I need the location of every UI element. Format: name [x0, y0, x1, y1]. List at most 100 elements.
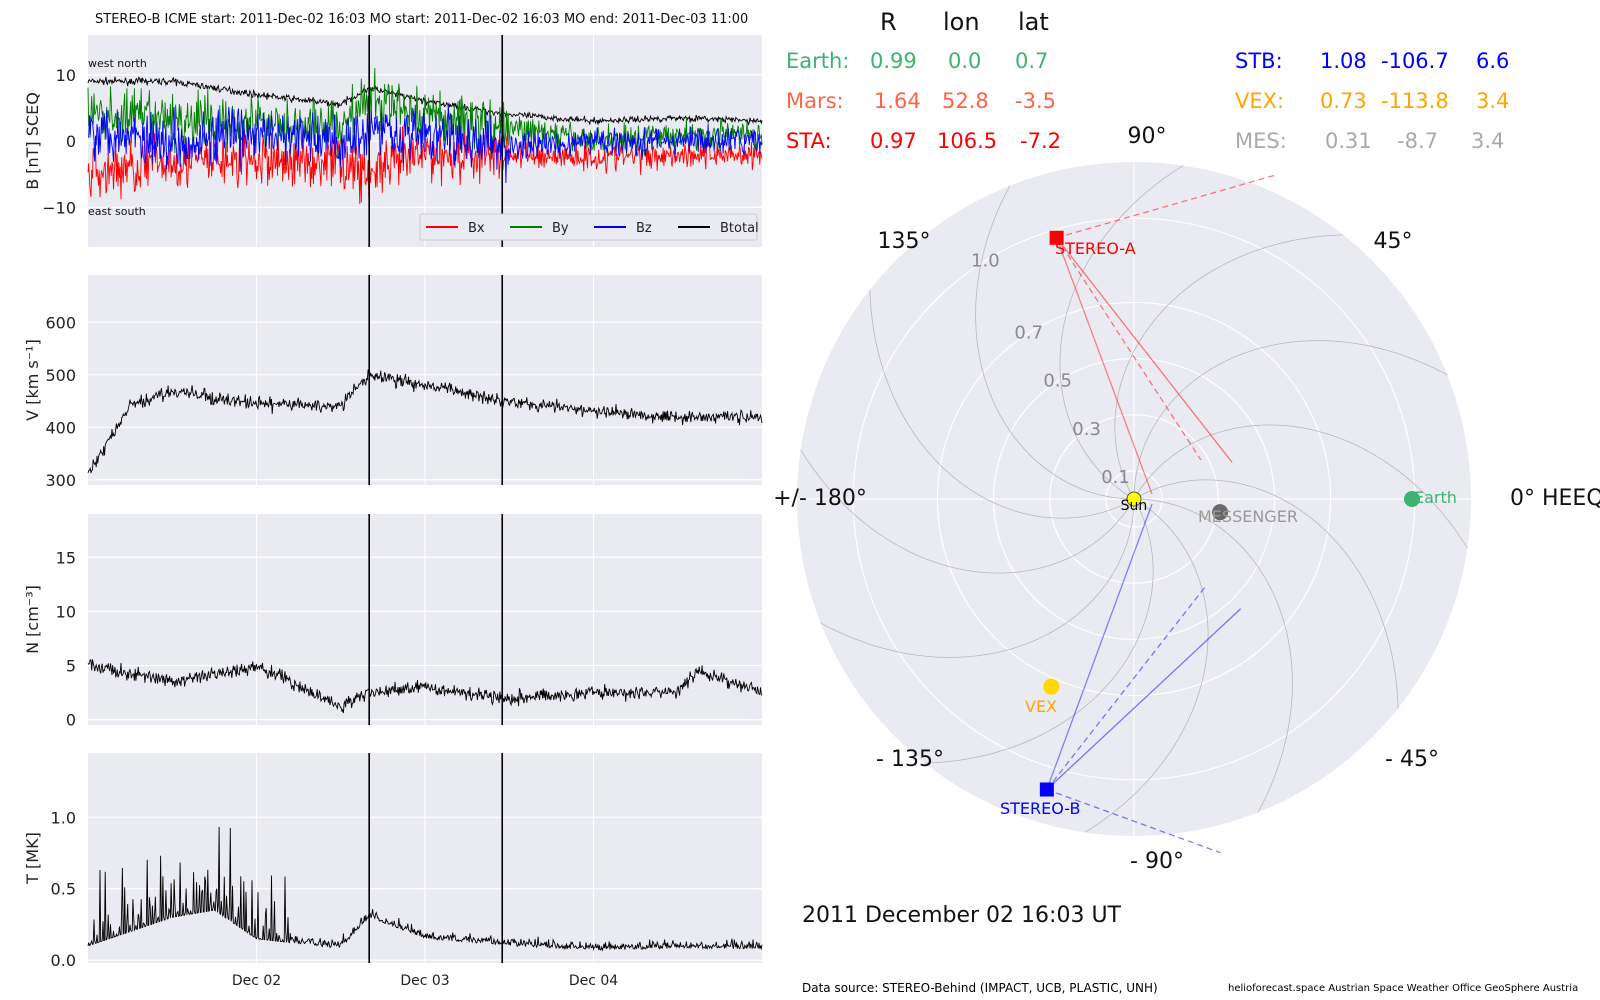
y-tick-label: 10: [56, 66, 76, 85]
legend-label-bx: Bx: [468, 221, 485, 236]
row-stb-r: 1.08: [1320, 49, 1367, 73]
polar-angle-label: - 45°: [1385, 747, 1439, 772]
parker-spiral-line: [1133, 479, 1399, 735]
polar-angle-label: +/- 180°: [773, 486, 867, 511]
polar-angle-label: 45°: [1374, 229, 1413, 254]
label-earth: Earth: [1414, 488, 1457, 507]
row-earth-name: Earth:: [786, 49, 850, 73]
stb-sun-line: [1046, 503, 1153, 790]
row-vex-lat: 3.4: [1476, 89, 1510, 113]
row-mes-lon: -8.7: [1397, 129, 1438, 153]
polar-angle-label: 0° HEEQ: [1510, 486, 1600, 511]
y-tick-label: 10: [56, 602, 76, 621]
y-tick-label: 5: [66, 656, 76, 675]
y-tick-label: 300: [45, 471, 76, 490]
polar-angle-label: 90°: [1128, 124, 1167, 149]
series-line-by: [87, 67, 763, 160]
x-tick-label: Dec 02: [232, 973, 281, 989]
y-tick-label: 1.0: [51, 808, 76, 827]
row-earth-lon: 0.0: [948, 49, 982, 73]
row-sta-lon: 106.5: [937, 129, 998, 153]
parker-spiral-line: [869, 263, 1135, 519]
polar-angle-label: - 90°: [1130, 849, 1184, 874]
series-line-v: [87, 369, 763, 474]
row-sta-lat: -7.2: [1020, 129, 1061, 153]
positions-header-lat: lat: [1018, 8, 1049, 36]
y-tick-label: 0: [66, 132, 76, 151]
parker-spiral-line: [1134, 498, 1293, 836]
marker-vex: [1043, 678, 1060, 695]
legend-label-bz: Bz: [636, 221, 652, 236]
parker-spiral-line: [1061, 498, 1209, 836]
y-axis-label: T [MK]: [23, 832, 42, 885]
plot-header: STEREO-B ICME start: 2011-Dec-02 16:03 M…: [95, 12, 749, 27]
label-sun: Sun: [1121, 498, 1148, 514]
marker-stereo-a: [1049, 230, 1064, 245]
row-mars-r: 1.64: [874, 89, 921, 113]
series-line-bx: [87, 124, 763, 204]
series-line-t: [87, 826, 763, 952]
row-stb-name: STB:: [1235, 49, 1283, 73]
polar-angle-label: - 135°: [876, 747, 944, 772]
marker-messenger: [1212, 504, 1229, 521]
row-sta-r: 0.97: [870, 129, 917, 153]
stb-fov-line-dashed: [1046, 584, 1208, 790]
y-axis-label: B [nT] SCEQ: [23, 92, 42, 190]
x-tick-label: Dec 04: [569, 973, 618, 989]
row-sta-name: STA:: [786, 129, 832, 153]
label-vex: VEX: [1025, 697, 1057, 716]
y-tick-label: 0: [66, 711, 76, 730]
radial-tick-label: 0.3: [1072, 419, 1101, 440]
legend-label-btotal: Btotal: [720, 221, 759, 236]
row-mars-name: Mars:: [786, 89, 844, 113]
parker-spiral-line: [797, 499, 1135, 658]
sta-fov-line: [1056, 237, 1233, 463]
annotation-west-north: west north: [88, 57, 147, 70]
parker-spiral-line: [797, 426, 1135, 574]
positions-header-r: R: [880, 8, 897, 36]
y-axis-label: N [cm⁻³]: [23, 585, 42, 654]
marker-earth: [1404, 491, 1421, 507]
y-tick-label: 0.0: [51, 951, 76, 970]
row-stb-lon: -106.7: [1381, 49, 1449, 73]
footer-source: Data source: STEREO-Behind (IMPACT, UCB,…: [802, 981, 1158, 995]
stb-fov-line-dashed: [1046, 788, 1221, 854]
row-earth-r: 0.99: [870, 49, 917, 73]
radial-tick-label: 1.0: [971, 250, 1000, 271]
radial-tick-label: 0.5: [1043, 371, 1072, 392]
y-tick-label: 0.5: [51, 880, 76, 899]
row-mes-lat: 3.4: [1471, 129, 1505, 153]
polar-angle-label: 135°: [878, 229, 931, 254]
sta-sun-line: [1056, 237, 1153, 495]
parker-spiral-line: [975, 162, 1134, 500]
row-mars-lat: -3.5: [1015, 89, 1056, 113]
marker-stereo-b: [1039, 782, 1054, 797]
parker-spiral-line: [898, 498, 1154, 764]
parker-spiral-line: [1133, 424, 1471, 572]
row-mars-lon: 52.8: [942, 89, 989, 113]
footer-credits: helioforecast.space Austrian Space Weath…: [1228, 983, 1579, 994]
radial-tick-label: 0.1: [1101, 467, 1130, 488]
y-tick-label: 500: [45, 366, 76, 385]
y-axis-label: V [km s⁻¹]: [23, 339, 42, 421]
row-vex-lon: -113.8: [1381, 89, 1449, 113]
annotation-east-south: east south: [88, 205, 146, 218]
label-stereo-a: STEREO-A: [1055, 239, 1136, 258]
row-stb-lat: 6.6: [1476, 49, 1510, 73]
y-tick-label: 400: [45, 418, 76, 437]
label-stereo-b: STEREO-B: [1000, 799, 1080, 818]
parker-spiral-line: [1133, 340, 1471, 499]
series-line-bz: [87, 104, 763, 184]
series-line-n: [87, 659, 763, 714]
parker-spirals: [797, 162, 1471, 836]
y-tick-label: 15: [56, 548, 76, 567]
positions-header-lon: lon: [943, 8, 980, 36]
legend-label-by: By: [552, 221, 569, 236]
label-messenger: MESSENGER: [1198, 507, 1298, 526]
row-earth-lat: 0.7: [1015, 49, 1049, 73]
row-mes-r: 0.31: [1325, 129, 1372, 153]
legend-box: [419, 213, 758, 241]
marker-sun: [1126, 491, 1142, 507]
y-tick-label: −10: [42, 198, 76, 217]
